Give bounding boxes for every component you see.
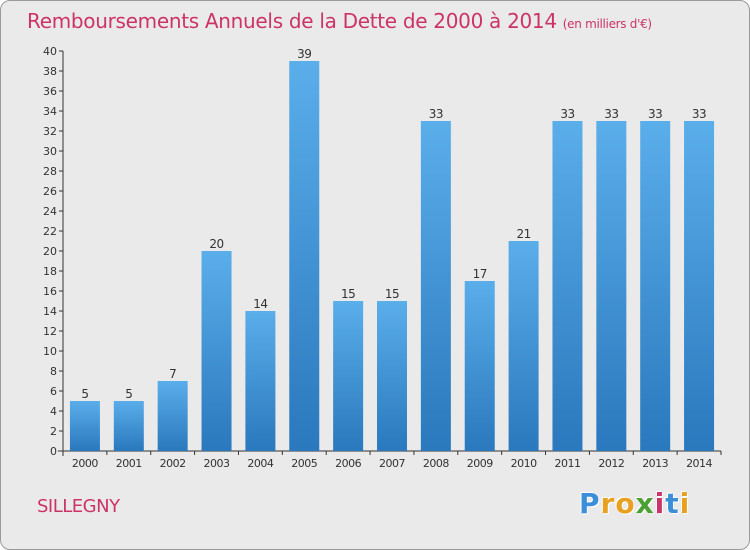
x-tick-label: 2002 (160, 457, 186, 470)
bar-value-label: 33 (429, 107, 443, 121)
title-unit: (en milliers d'€) (562, 17, 652, 31)
y-tick-label: 12 (43, 325, 57, 338)
y-tick-label: 20 (43, 245, 57, 258)
x-tick-label: 2005 (291, 457, 317, 470)
chart-title: Remboursements Annuels de la Dette de 20… (27, 9, 652, 33)
bar-value-label: 20 (209, 237, 223, 251)
bar (157, 381, 188, 451)
logo-letter: P (579, 487, 601, 520)
bar-value-label: 33 (648, 107, 662, 121)
x-tick-label: 2012 (598, 457, 624, 470)
y-tick-label: 10 (43, 345, 57, 358)
y-tick-label: 32 (43, 125, 57, 138)
y-tick-label: 36 (43, 85, 57, 98)
bar-value-label: 5 (125, 387, 132, 401)
place-name: SILLEGNY (37, 496, 120, 517)
y-tick-label: 40 (43, 45, 57, 58)
y-tick-label: 22 (43, 225, 57, 238)
y-tick-label: 24 (43, 205, 57, 218)
y-tick-label: 26 (43, 185, 57, 198)
bar (333, 301, 364, 451)
bar (201, 251, 232, 451)
bar-value-label: 7 (169, 367, 176, 381)
bar (552, 121, 583, 451)
bar-value-label: 33 (692, 107, 706, 121)
y-tick-label: 38 (43, 65, 57, 78)
bar (377, 301, 407, 451)
x-tick-label: 2010 (511, 457, 537, 470)
logo-letter: i (679, 487, 691, 520)
x-tick-label: 2011 (554, 457, 580, 470)
bar (245, 311, 276, 451)
x-tick-label: 2013 (642, 457, 668, 470)
x-tick-label: 2007 (379, 457, 405, 470)
bar-value-label: 33 (560, 107, 574, 121)
bar (289, 61, 320, 451)
y-tick-label: 14 (43, 305, 57, 318)
title-text: Remboursements Annuels de la Dette de 20… (27, 9, 557, 33)
bar (464, 281, 495, 451)
proxiti-logo: Proxiti (579, 487, 690, 520)
bar-value-label: 15 (385, 287, 399, 301)
bar-value-label: 39 (297, 47, 311, 61)
bar-value-label: 15 (341, 287, 355, 301)
y-tick-label: 8 (50, 365, 57, 378)
y-tick-label: 0 (50, 445, 57, 458)
y-tick-label: 30 (43, 145, 57, 158)
bar (596, 121, 627, 451)
x-tick-label: 2006 (335, 457, 361, 470)
bar (508, 241, 539, 451)
bar (113, 401, 144, 451)
y-tick-label: 6 (50, 385, 57, 398)
y-tick-label: 2 (50, 425, 57, 438)
bar-value-label: 33 (604, 107, 618, 121)
logo-letter: i (654, 487, 666, 520)
bar (684, 121, 715, 451)
y-tick-label: 16 (43, 285, 57, 298)
logo-letter: t (665, 487, 680, 520)
bar-value-label: 21 (516, 227, 530, 241)
y-tick-label: 18 (43, 265, 57, 278)
bar-value-label: 17 (473, 267, 487, 281)
logo-letter: o (615, 487, 636, 520)
y-tick-label: 4 (50, 405, 57, 418)
bar (69, 401, 100, 451)
x-tick-label: 2009 (467, 457, 493, 470)
y-tick-label: 34 (43, 105, 57, 118)
logo-letter: x (635, 487, 655, 520)
x-tick-label: 2008 (423, 457, 449, 470)
bar (640, 121, 671, 451)
x-tick-label: 2003 (204, 457, 230, 470)
logo-letter: r (600, 487, 616, 520)
x-tick-label: 2014 (686, 457, 712, 470)
x-tick-label: 2001 (116, 457, 142, 470)
x-tick-label: 2004 (247, 457, 273, 470)
x-tick-label: 2000 (72, 457, 98, 470)
bar-value-label: 5 (81, 387, 88, 401)
bar-value-label: 14 (253, 297, 267, 311)
y-tick-label: 28 (43, 165, 57, 178)
bar (420, 121, 451, 451)
